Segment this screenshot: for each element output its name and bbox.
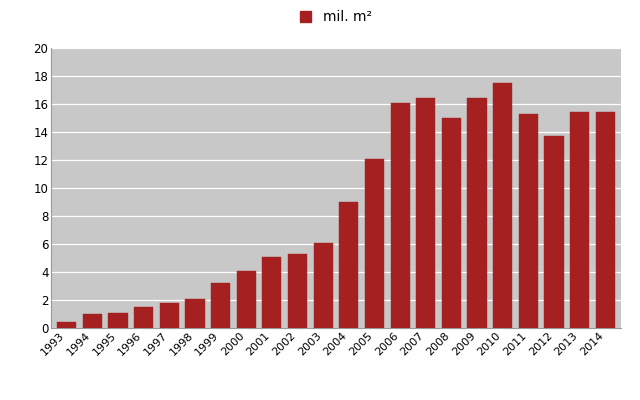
Bar xyxy=(237,270,256,328)
Bar xyxy=(442,118,461,328)
Bar xyxy=(545,136,564,328)
Bar xyxy=(467,98,487,328)
Bar xyxy=(159,303,179,328)
Bar xyxy=(493,83,513,328)
Bar xyxy=(288,254,307,328)
Bar xyxy=(83,314,102,328)
Bar xyxy=(108,313,127,328)
Bar xyxy=(519,114,538,328)
Bar xyxy=(596,112,615,328)
Bar xyxy=(365,158,384,328)
Bar xyxy=(57,322,76,328)
Bar xyxy=(314,242,333,328)
Bar xyxy=(185,298,205,328)
Bar xyxy=(211,283,230,328)
Bar xyxy=(339,202,358,328)
Bar xyxy=(570,112,589,328)
Bar xyxy=(416,98,435,328)
Bar xyxy=(262,257,282,328)
Bar xyxy=(134,307,153,328)
Legend: mil. m²: mil. m² xyxy=(300,10,372,24)
Bar xyxy=(390,102,410,328)
